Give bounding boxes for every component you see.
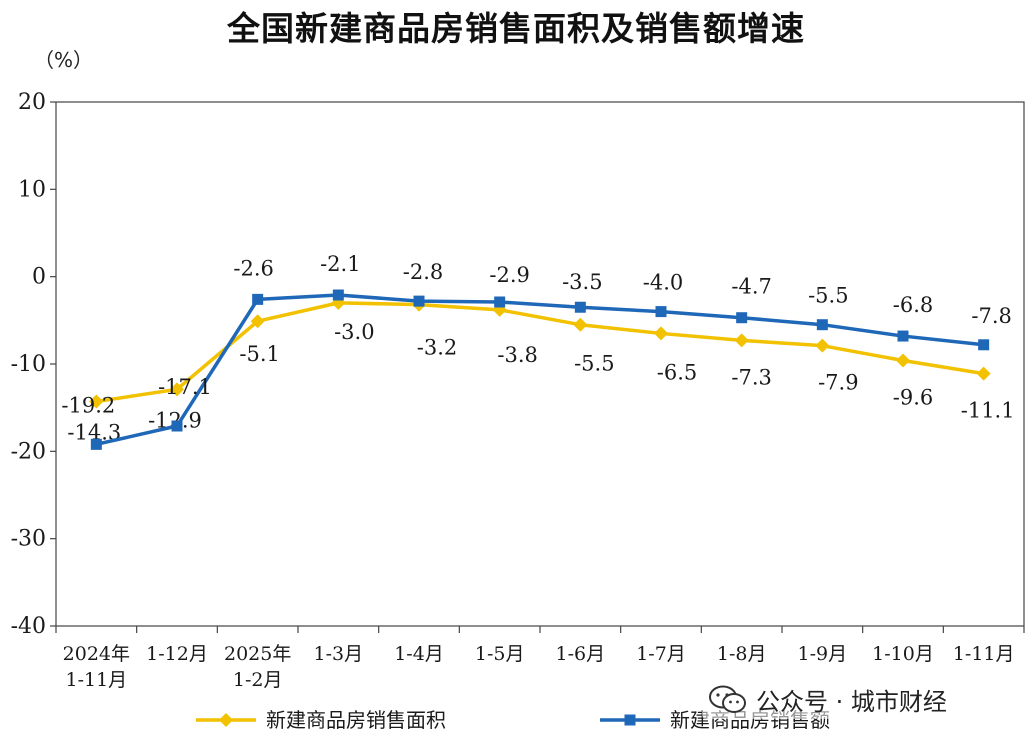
data-label: -17.1 [158,375,212,399]
data-label: -3.8 [497,343,538,367]
legend-label: 新建商品房销售面积 [266,708,446,732]
y-tick-label: 0 [32,265,46,290]
data-point [494,296,506,308]
data-label: -6.5 [657,360,698,384]
data-label: -5.5 [808,284,849,308]
data-label: -2.9 [489,263,530,287]
data-point [413,295,425,307]
x-tick-label: 1-7月 [636,643,686,665]
data-label: -2.6 [233,256,274,280]
wechat-icon [709,685,746,713]
data-point [736,312,748,324]
data-point [573,317,588,332]
data-label: -3.0 [334,320,375,344]
x-tick-label: 1-3月 [314,643,364,665]
data-label: -2.1 [320,252,361,276]
y-tick-label: 20 [18,90,46,115]
y-tick-label: -10 [11,352,46,377]
data-point [90,438,102,450]
data-label: -7.9 [818,371,859,395]
legend-marker [219,713,233,727]
x-tick-label: 1-12月 [146,643,208,665]
data-label: -2.8 [403,260,444,284]
chart-title: 全国新建商品房销售面积及销售额增速 [227,9,805,48]
data-point [734,333,749,348]
data-point [978,339,990,351]
data-point [976,366,991,381]
data-label: -3.5 [562,270,603,294]
y-tick-label: -30 [11,527,46,552]
y-unit-label: （%） [34,48,94,72]
data-label: -7.8 [971,304,1012,328]
x-tick-label: 1-5月 [475,643,525,665]
y-tick-label: 10 [18,177,46,202]
x-tick-label: 1-2月 [233,669,283,691]
data-label: -4.0 [643,271,684,295]
x-tick-label: 1-8月 [717,643,767,665]
series-line-2 [95,293,984,447]
data-label: -9.6 [893,386,934,410]
data-label: -7.3 [731,365,772,389]
series-line-1 [96,301,984,404]
data-point [250,314,265,329]
data-point [897,330,909,342]
plot-frame [55,101,1025,627]
data-point [896,353,910,368]
data-point [170,382,184,397]
data-label: -5.5 [574,352,615,376]
x-tick-label: 1-9月 [798,643,848,665]
data-label: -3.2 [417,336,458,360]
data-label: -11.1 [961,399,1015,423]
x-tick-label: 2025年 [224,643,291,665]
x-tick-label: 1-11月 [953,643,1015,665]
data-point [654,326,668,341]
watermark: 公众号 · 城市财经 [702,680,953,719]
data-label: -4.7 [731,275,772,299]
data-label: -5.1 [239,342,280,366]
data-point [815,338,830,353]
data-point [171,420,183,432]
x-tick-label: 1-11月 [65,669,127,691]
y-tick-label: -20 [11,439,46,464]
x-tick-label: 1-6月 [556,643,606,665]
data-point [89,394,104,409]
data-label: -6.8 [893,293,934,317]
x-tick-label: 2024年 [63,643,130,665]
data-point [655,306,667,318]
data-point [332,289,344,301]
data-point [252,293,264,305]
data-point [574,301,586,313]
x-tick-label: 1-4月 [394,643,444,665]
data-label: -19.2 [61,393,115,417]
legend-marker [624,714,636,726]
y-tick-label: -40 [11,614,46,639]
x-tick-label: 1-10月 [872,643,934,665]
watermark-text: 公众号 · 城市财经 [756,688,947,716]
data-point [816,319,828,331]
